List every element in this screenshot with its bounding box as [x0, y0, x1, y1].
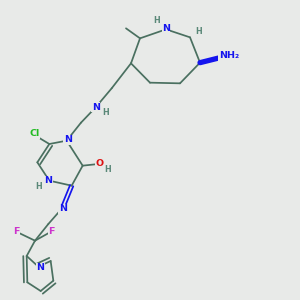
- Text: F: F: [48, 227, 55, 236]
- Text: N: N: [92, 103, 100, 112]
- Text: N: N: [59, 204, 67, 213]
- Text: NH₂: NH₂: [219, 51, 239, 60]
- Text: H: H: [35, 182, 42, 191]
- Text: N: N: [36, 263, 44, 272]
- Text: F: F: [13, 227, 20, 236]
- Text: Cl: Cl: [29, 130, 40, 139]
- Text: H: H: [104, 166, 111, 175]
- Text: N: N: [162, 24, 170, 33]
- Text: H: H: [154, 16, 160, 25]
- Text: N: N: [64, 135, 72, 144]
- Text: N: N: [44, 176, 52, 185]
- Text: O: O: [95, 158, 104, 167]
- Text: H: H: [102, 108, 109, 117]
- Text: H: H: [196, 27, 202, 36]
